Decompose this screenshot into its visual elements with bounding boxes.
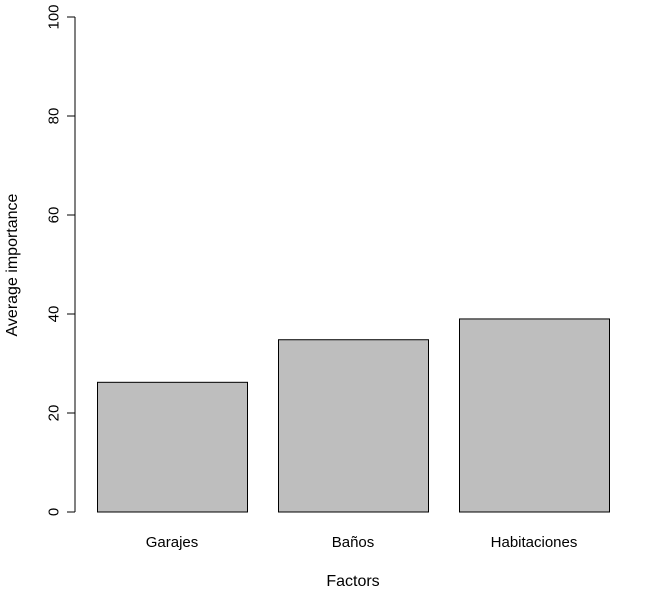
x-category-label: Habitaciones — [491, 534, 578, 551]
y-tick-label: 20 — [45, 405, 62, 422]
x-category-label: Baños — [332, 534, 375, 551]
y-axis: 0 20 40 60 80 100 — [45, 4, 76, 516]
x-axis-labels: Garajes Baños Habitaciones — [146, 534, 578, 551]
y-tick-label: 100 — [45, 4, 62, 29]
bar-ba-os — [278, 339, 429, 513]
bar-habitaciones — [459, 318, 610, 513]
bars-group — [97, 318, 610, 513]
x-axis-title: Factors — [326, 573, 379, 590]
x-category-label: Garajes — [146, 534, 199, 551]
y-tick-label: 60 — [45, 207, 62, 224]
y-tick-label: 40 — [45, 306, 62, 323]
y-axis-title: Average importance — [4, 193, 21, 336]
bar-garajes — [97, 381, 248, 513]
y-tick-label: 80 — [45, 108, 62, 125]
y-tick-label: 0 — [45, 508, 62, 516]
